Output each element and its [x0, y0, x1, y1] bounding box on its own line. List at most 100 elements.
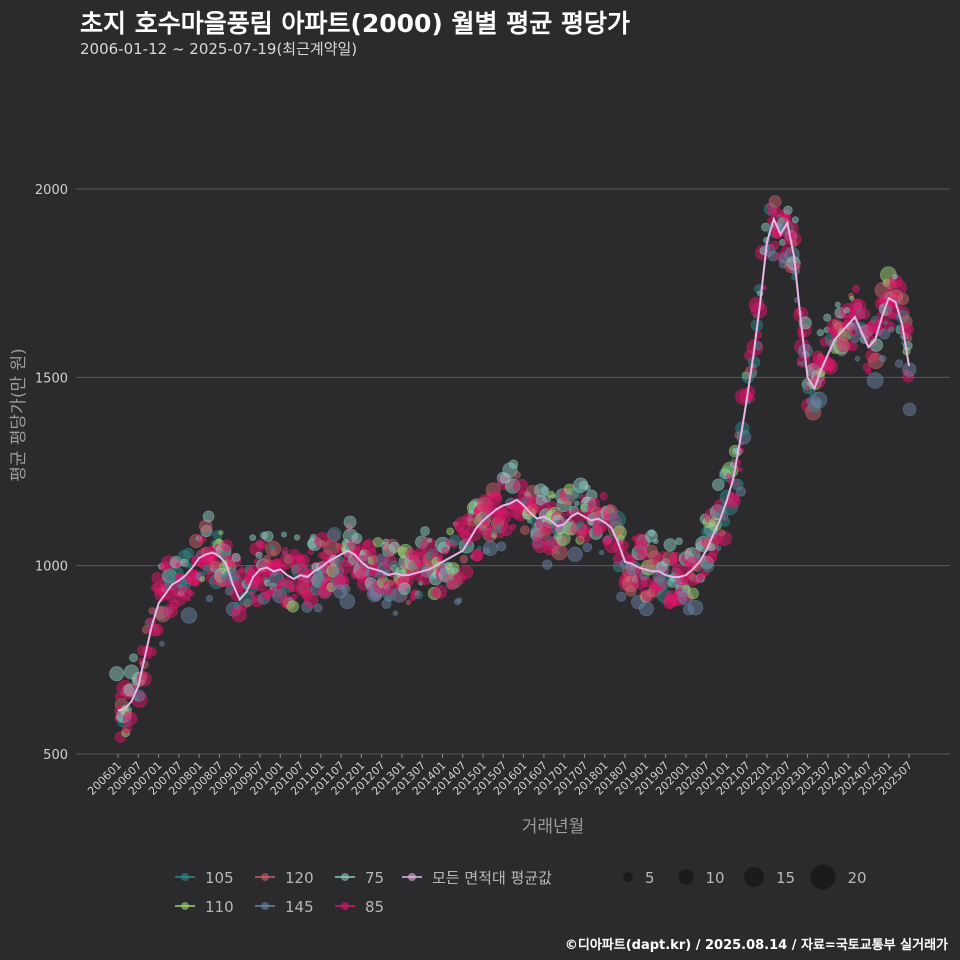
data-point — [405, 599, 411, 605]
size-legend-label: 20 — [848, 869, 867, 887]
data-point — [804, 386, 810, 391]
data-point — [811, 397, 822, 408]
data-point — [389, 560, 399, 569]
data-point — [129, 653, 138, 663]
data-point — [859, 308, 871, 320]
data-point — [372, 537, 383, 548]
data-point — [854, 356, 861, 362]
data-point — [255, 551, 263, 559]
data-point — [520, 525, 530, 535]
data-point — [489, 491, 503, 505]
data-point — [866, 372, 884, 389]
chart-title: 초지 호수마을풍림 아파트(2000) 월별 평균 평당가 — [80, 9, 630, 38]
legend-label: 120 — [285, 869, 314, 887]
data-point — [327, 527, 342, 542]
data-point — [441, 546, 450, 555]
data-point — [902, 402, 917, 417]
data-point — [231, 552, 241, 563]
legend: 105 110 120 145 75 85 모든 면적대 평균값 5 10 15 20 — [175, 864, 867, 916]
data-point — [823, 313, 832, 322]
data-point — [500, 523, 513, 537]
data-point — [387, 579, 395, 587]
data-point — [459, 565, 474, 580]
data-point — [303, 593, 319, 608]
data-point — [791, 216, 799, 224]
data-point — [456, 597, 463, 604]
data-point — [744, 386, 756, 398]
data-point — [262, 530, 274, 542]
data-point — [459, 554, 469, 564]
y-tick-label: 1500 — [35, 371, 68, 386]
data-point — [392, 610, 399, 616]
data-point — [151, 623, 164, 636]
data-point — [183, 547, 194, 559]
data-point — [598, 549, 605, 556]
data-point — [906, 335, 913, 342]
data-point — [609, 510, 626, 528]
size-legend-circle — [810, 864, 836, 890]
data-point — [218, 530, 224, 536]
legend-key-marker — [181, 902, 189, 910]
data-point — [249, 534, 257, 541]
data-point — [313, 603, 323, 613]
data-point — [175, 562, 181, 568]
data-point — [716, 545, 722, 551]
data-point — [291, 593, 298, 600]
data-point — [675, 537, 683, 546]
data-point — [216, 538, 223, 545]
data-point — [737, 466, 743, 472]
data-point — [888, 326, 895, 333]
average-line — [117, 216, 910, 712]
data-point — [879, 355, 887, 363]
data-point — [336, 575, 348, 586]
data-point — [184, 561, 192, 569]
data-point — [638, 601, 654, 617]
data-point — [496, 541, 507, 552]
data-point — [205, 594, 214, 603]
size-legend-circle — [744, 867, 764, 887]
data-point — [748, 356, 761, 369]
data-point — [449, 535, 461, 547]
size-legend-label: 5 — [645, 869, 655, 887]
data-point — [816, 329, 824, 337]
legend-label: 105 — [205, 869, 234, 887]
data-point — [540, 486, 550, 495]
data-point — [676, 568, 681, 573]
data-point — [768, 195, 782, 209]
data-point — [270, 549, 277, 556]
data-point — [718, 529, 726, 537]
data-point — [482, 540, 498, 556]
average-line-layer — [117, 216, 910, 712]
data-point — [295, 553, 310, 568]
data-point — [508, 459, 519, 469]
data-point — [848, 341, 858, 352]
data-point — [852, 285, 860, 293]
data-point — [109, 666, 125, 682]
data-point — [199, 576, 206, 583]
data-point — [238, 566, 246, 574]
data-point — [339, 593, 356, 610]
data-point — [783, 205, 793, 216]
data-point — [712, 478, 725, 491]
data-point — [202, 510, 215, 523]
y-tick-label: 500 — [43, 748, 68, 763]
data-point — [687, 599, 704, 616]
x-axis-title: 거래년월 — [522, 817, 585, 837]
data-point — [159, 641, 165, 647]
size-legend-label: 10 — [706, 869, 725, 887]
data-point — [582, 542, 593, 553]
data-point — [122, 711, 138, 726]
data-point — [193, 581, 199, 587]
data-point — [146, 646, 157, 657]
data-point — [735, 486, 746, 497]
data-point — [366, 547, 377, 558]
size-legend-label: 15 — [776, 869, 795, 887]
data-point — [542, 559, 553, 570]
data-point — [725, 473, 731, 479]
data-point — [498, 506, 507, 515]
data-point — [574, 500, 580, 507]
size-legend-circle — [678, 869, 694, 885]
data-point — [420, 526, 430, 536]
data-point — [427, 538, 433, 543]
data-point — [892, 273, 898, 280]
